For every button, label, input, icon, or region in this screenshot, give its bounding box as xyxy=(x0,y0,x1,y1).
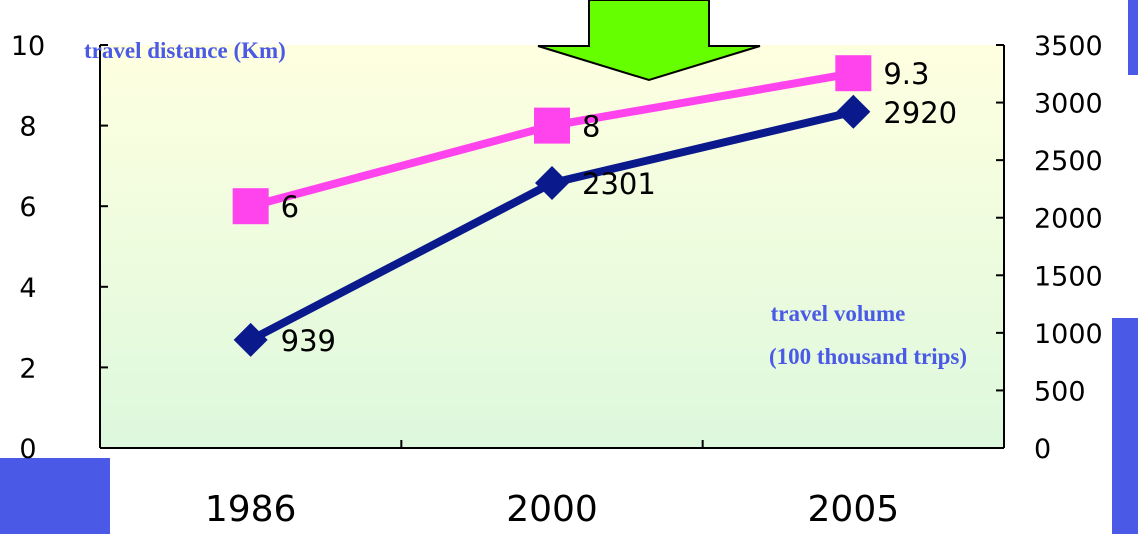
decor-accent-bar-top xyxy=(1128,0,1138,75)
data-point-square xyxy=(534,107,570,144)
series-layer xyxy=(232,55,872,357)
right-axis-ticks: 0 500 1000 1500 2000 2500 3000 3500 xyxy=(996,31,1103,465)
plot-area xyxy=(100,45,1004,448)
decor-accent-bar-right xyxy=(1112,318,1138,534)
data-label: 8 xyxy=(582,110,600,144)
data-label-layer: 6 8 9.3 939 2301 2920 xyxy=(281,57,957,358)
decor-accent-bar-bottom xyxy=(0,458,110,534)
left-tick-label: 10 xyxy=(11,31,45,62)
right-tick-label: 3500 xyxy=(1034,31,1103,62)
data-label: 939 xyxy=(281,324,336,358)
data-point-diamond xyxy=(233,322,268,357)
right-tick-label: 500 xyxy=(1034,376,1086,407)
left-tick-label: 0 xyxy=(19,434,36,465)
right-axis-title-line1: travel volume xyxy=(771,301,906,326)
data-point-square xyxy=(232,188,269,225)
right-tick-label: 1000 xyxy=(1034,319,1103,350)
x-category-label: 1986 xyxy=(205,489,297,530)
x-category-label: 2005 xyxy=(808,489,900,530)
data-point-diamond xyxy=(836,94,871,129)
left-tick-label: 4 xyxy=(19,273,36,304)
data-point-square xyxy=(835,55,872,92)
right-tick-label: 2500 xyxy=(1034,146,1103,177)
right-tick-label: 3000 xyxy=(1034,89,1103,120)
left-tick-label: 2 xyxy=(19,353,36,384)
x-axis-ticks: 1986 2000 2005 xyxy=(205,440,899,530)
right-tick-label: 2000 xyxy=(1034,204,1103,235)
down-arrow-icon xyxy=(537,0,761,82)
left-axis-ticks: 0 2 4 6 8 10 xyxy=(11,31,108,465)
right-axis-title-line2: (100 thousand trips) xyxy=(769,344,967,369)
right-tick-label: 0 xyxy=(1034,434,1051,465)
right-tick-label: 1500 xyxy=(1034,261,1103,292)
left-tick-label: 6 xyxy=(19,192,36,223)
left-axis-title: travel distance (Km) xyxy=(84,38,286,63)
data-point-diamond xyxy=(535,166,569,201)
left-tick-label: 8 xyxy=(19,112,36,143)
data-label: 2920 xyxy=(883,96,957,130)
data-label: 2301 xyxy=(582,167,656,201)
data-label: 6 xyxy=(281,190,299,224)
data-label: 9.3 xyxy=(883,57,929,91)
x-category-label: 2000 xyxy=(506,489,598,530)
